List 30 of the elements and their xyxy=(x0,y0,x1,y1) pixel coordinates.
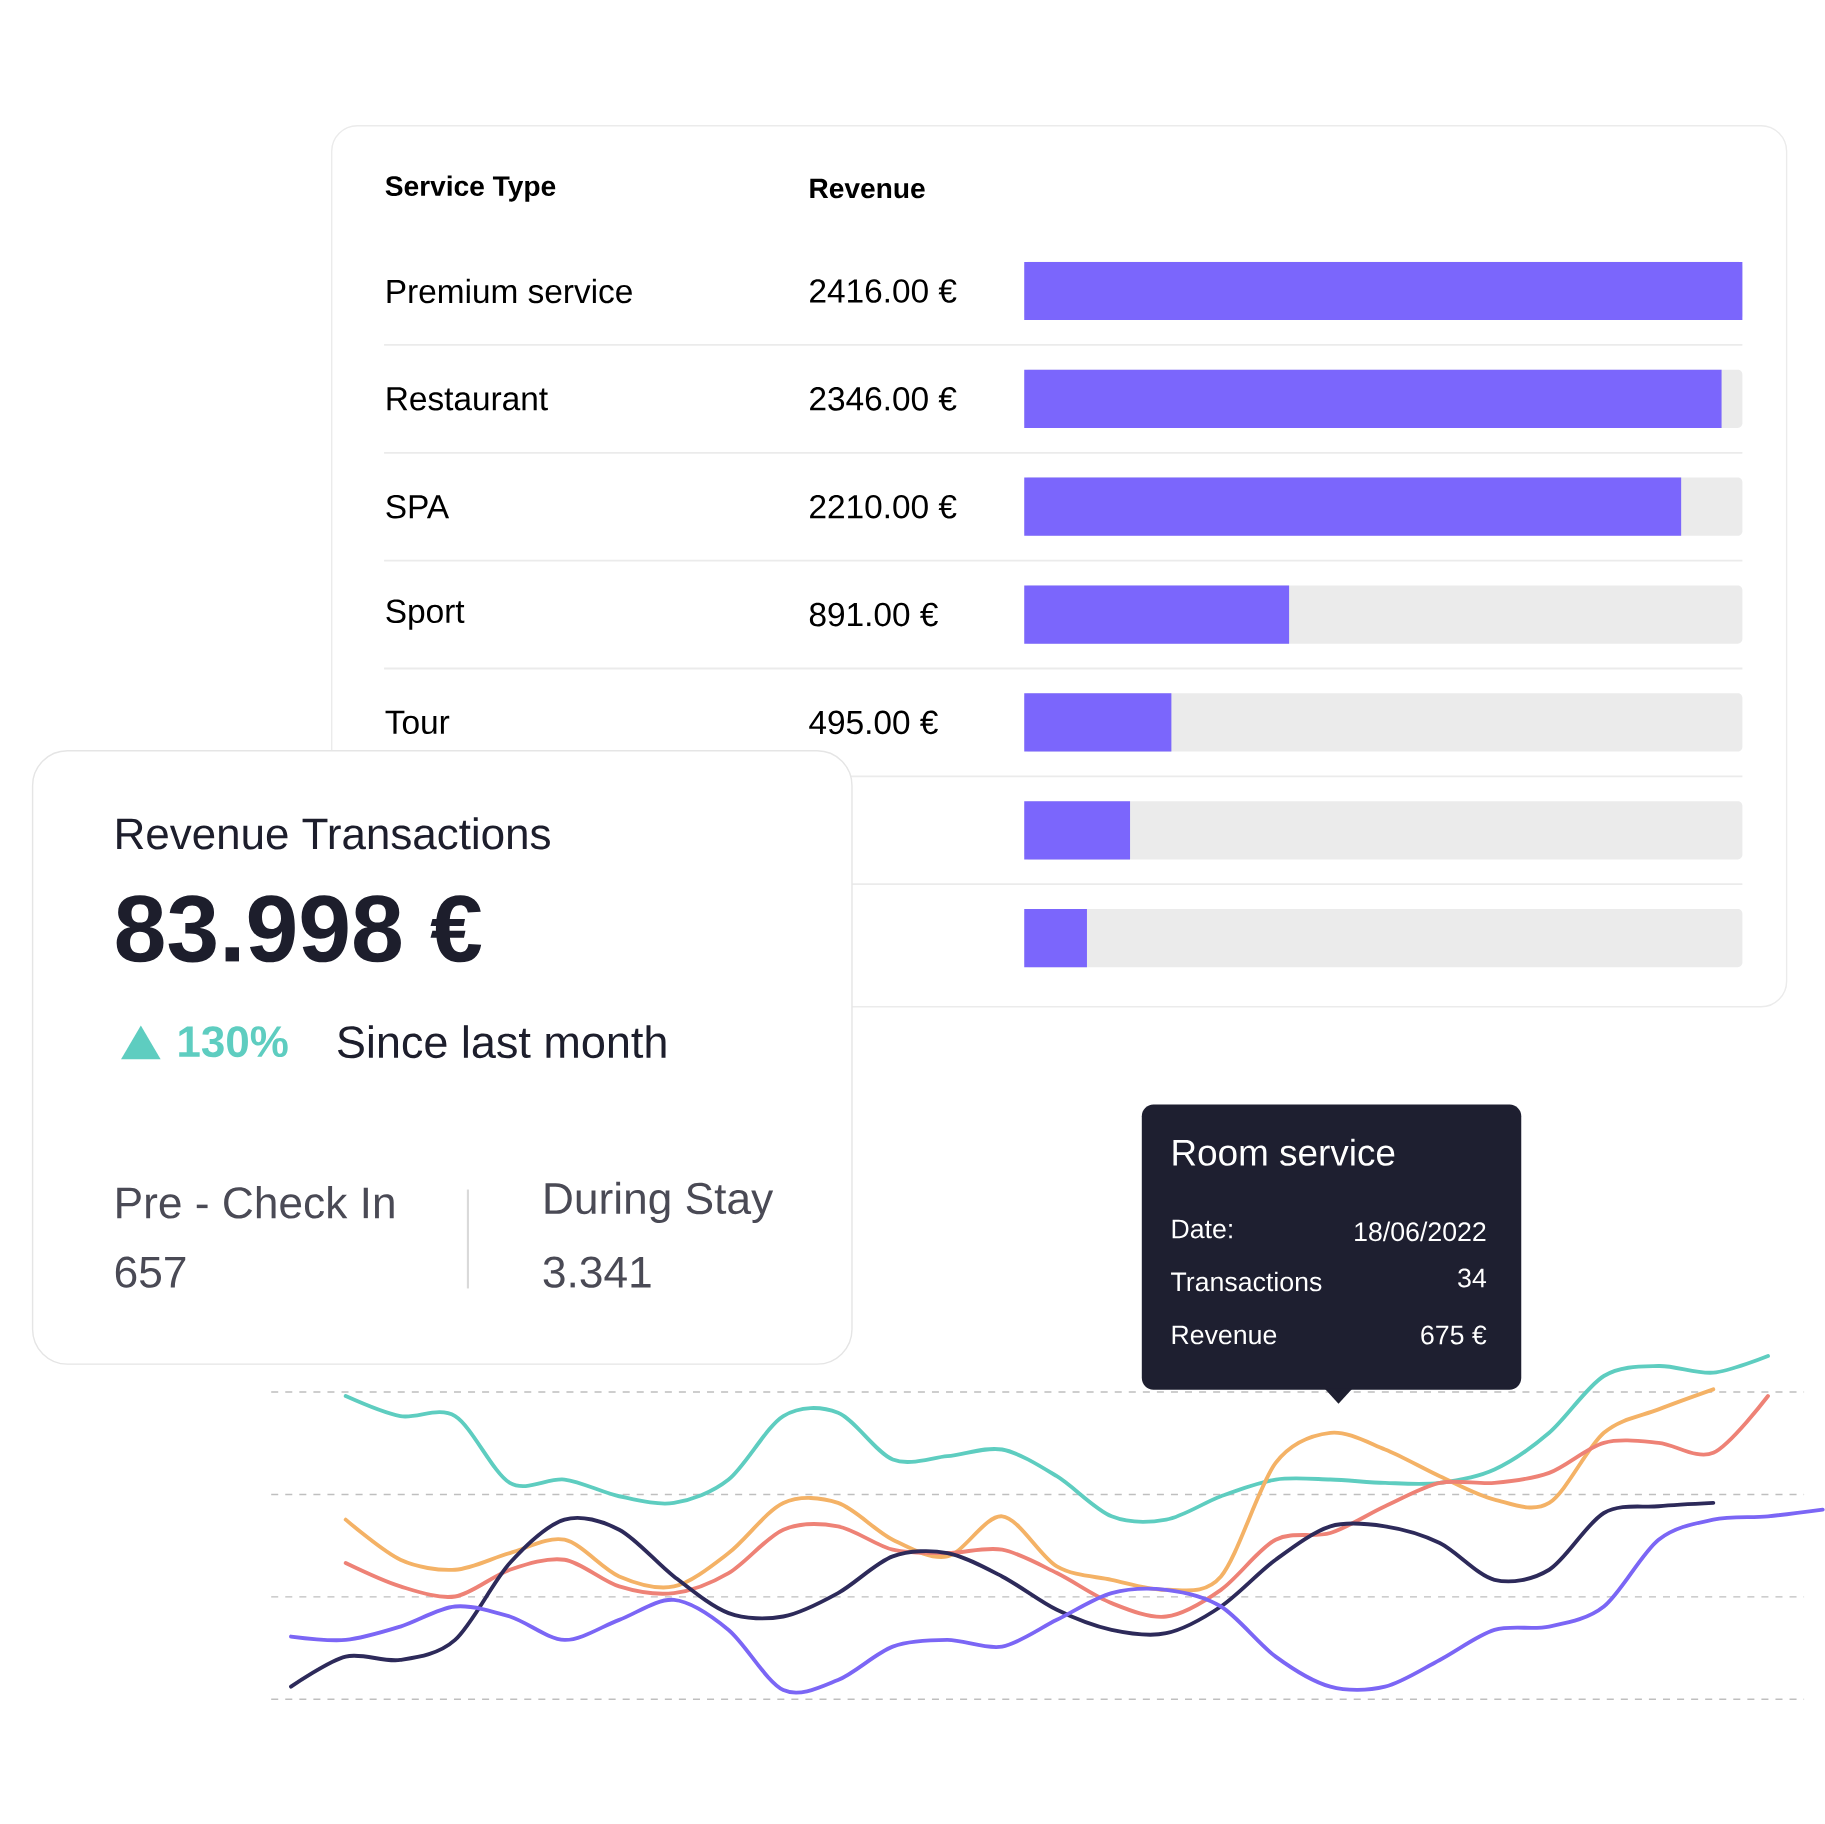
text: During Stay xyxy=(545,1181,774,1223)
bar xyxy=(1024,693,1172,752)
y-tick-label: Premium service xyxy=(387,278,632,304)
data-label: 2346.00 € xyxy=(810,387,957,411)
text: Date: xyxy=(1172,1219,1232,1239)
data-label: 2416.00 € xyxy=(810,279,957,303)
data-label: 891.00 € xyxy=(809,602,938,627)
text: 657 xyxy=(115,1256,186,1288)
y-axis-title: Service Type xyxy=(385,175,556,202)
text: 675 € xyxy=(1421,1325,1487,1345)
data-label: 495.00 € xyxy=(809,710,938,735)
y-tick-label: SPA xyxy=(386,494,450,519)
text: 3.341 xyxy=(543,1256,651,1288)
text: Revenue xyxy=(1172,1325,1277,1345)
text: Room service xyxy=(1173,1138,1395,1166)
text: 18/06/2022 xyxy=(1355,1221,1486,1242)
y-tick-label: Tour xyxy=(385,710,450,735)
text: Pre - Check In xyxy=(117,1186,394,1219)
text: Transactions xyxy=(1171,1271,1322,1292)
text: 83.998 € xyxy=(116,895,482,963)
text: 34 xyxy=(1458,1268,1487,1288)
y-tick-label: Restaurant xyxy=(387,387,548,411)
text: 130% xyxy=(179,1026,288,1058)
bar xyxy=(1024,801,1131,860)
x-axis-title: Revenue xyxy=(810,178,925,199)
bar xyxy=(1024,909,1087,968)
text: Since last month xyxy=(337,1025,666,1059)
data-label: 2210.00 € xyxy=(810,494,957,519)
y-tick-label: Sport xyxy=(386,599,465,630)
text: Revenue Transactions xyxy=(117,817,550,850)
